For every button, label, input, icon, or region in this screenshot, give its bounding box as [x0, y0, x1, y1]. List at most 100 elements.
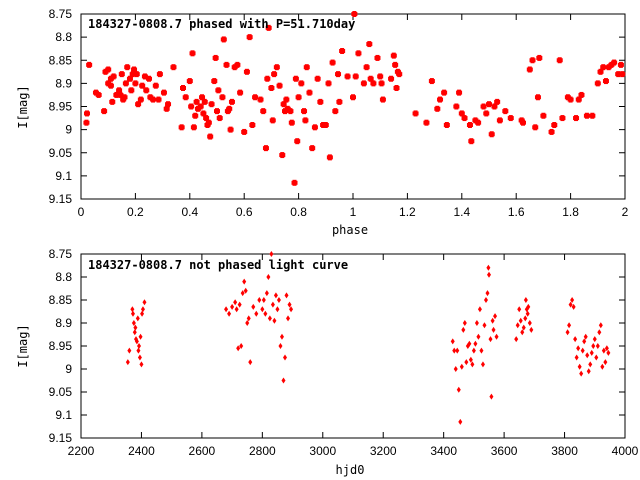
unphased-data-point [227, 310, 232, 317]
unphased-y-tick-label: 8.9 [55, 316, 72, 330]
phased-data-point [363, 64, 370, 71]
unphased-data-point [576, 345, 581, 352]
unphased-data-point [476, 333, 481, 340]
unphased-y-tick-label: 9.05 [49, 385, 73, 399]
unphased-data-point [517, 306, 522, 313]
phased-data-point [273, 64, 280, 71]
unphased-data-point [283, 354, 287, 361]
phased-data-point [617, 61, 624, 68]
phased-y-tick-label: 8.8 [55, 30, 72, 44]
unphased-data-point [526, 303, 531, 310]
phased-data-point [116, 87, 123, 94]
phased-data-point [124, 64, 131, 71]
phased-data-point [215, 87, 222, 94]
phased-data-point [231, 64, 238, 71]
phased-data-point [102, 68, 109, 75]
phased-data-point [186, 78, 193, 85]
unphased-x-tick-label: 2200 [68, 444, 95, 458]
unphased-tick-marks [80, 253, 626, 439]
unphased-data-point [494, 333, 499, 340]
phased-data-point [412, 110, 419, 117]
unphased-data-point [125, 359, 130, 366]
unphased-x-tick-label: 3000 [309, 444, 336, 458]
phased-data-point [160, 89, 167, 96]
unphased-data-point [523, 297, 528, 303]
phased-data-point [567, 96, 574, 103]
phased-data-point [268, 85, 275, 91]
unphased-data-point [132, 329, 137, 336]
unphased-y-tick-label: 9.15 [49, 431, 73, 445]
phased-data-point [280, 101, 287, 108]
phased-data-point [288, 119, 295, 126]
unphased-data-point [267, 315, 272, 322]
phased-data-point [146, 75, 152, 82]
phased-data-point [303, 64, 310, 71]
phased-data-point [122, 80, 129, 87]
phased-data-point [212, 54, 219, 61]
unphased-data-point [130, 310, 135, 317]
phased-data-point [378, 80, 385, 87]
unphased-y-axis-title: I[mag] [16, 324, 30, 367]
unphased-data-point [580, 347, 585, 354]
unphased-data-point [601, 347, 606, 354]
unphased-data-point [263, 310, 268, 317]
phased-data-point [480, 103, 487, 110]
unphased-data-point [529, 326, 534, 333]
phased-data-point [271, 71, 278, 78]
phased-data-point [220, 36, 227, 43]
unphased-data-point [582, 338, 587, 345]
phased-x-tick-label: 1.2 [399, 205, 416, 219]
phased-data-point [205, 119, 212, 126]
unphased-data-point [266, 274, 271, 280]
phased-data-point [132, 80, 139, 87]
phased-data-point [615, 71, 622, 78]
unphased-data-point [142, 299, 147, 306]
phased-data-points [83, 11, 626, 186]
phased-data-point [216, 115, 223, 122]
phased-data-point [551, 122, 558, 128]
unphased-data-point [242, 278, 247, 285]
unphased-data-point [567, 322, 572, 329]
phased-data-point [392, 61, 399, 68]
unphased-x-axis-title: hjd0 [336, 463, 365, 477]
unphased-data-point [479, 347, 484, 354]
unphased-x-tick-labels: 2200 2400 2600 2800 3000 3200 3400 3600 3800 4000 [68, 444, 639, 458]
phased-data-point [150, 96, 157, 103]
unphased-data-point [273, 292, 278, 299]
phased-data-point [135, 101, 142, 108]
phased-data-point [287, 108, 294, 115]
unphased-data-point [467, 340, 472, 347]
phased-x-tick-label: 1.8 [562, 205, 579, 219]
phased-data-point [461, 115, 468, 122]
unphased-data-point [490, 317, 495, 324]
phased-data-point [329, 59, 336, 66]
phased-data-point [141, 73, 148, 80]
unphased-data-point [240, 290, 245, 297]
phased-data-point [257, 96, 264, 103]
unphased-y-tick-label: 8.85 [49, 293, 73, 307]
unphased-data-point [131, 320, 136, 326]
unphased-data-point [251, 303, 256, 310]
phased-data-point [199, 94, 206, 101]
unphased-data-point [458, 418, 463, 425]
unphased-y-tick-label: 8.95 [49, 339, 73, 353]
phased-data-point [466, 122, 473, 128]
phased-data-point [352, 73, 359, 80]
unphased-y-tick-label: 9.1 [55, 408, 72, 422]
phased-y-tick-label: 8.75 [49, 7, 73, 21]
phased-data-point [129, 71, 136, 78]
phased-plot-frame [80, 13, 626, 200]
phased-data-point [200, 110, 207, 117]
phased-data-point [147, 94, 154, 101]
phased-chart: 8.75 8.8 8.85 8.9 8.95 9 9.05 9.1 9.15 0 0.2 0.4 0.… [16, 7, 629, 237]
phased-y-tick-label: 9.05 [49, 146, 73, 160]
phased-data-point [453, 103, 460, 110]
phased-x-tick-label: 2 [622, 205, 629, 219]
phased-data-point [241, 128, 248, 135]
unphased-data-point [470, 361, 475, 368]
unphased-data-point [574, 354, 579, 361]
phased-data-point [520, 119, 526, 126]
phased-x-tick-label: 0.6 [236, 205, 253, 219]
phased-data-point [360, 80, 367, 87]
